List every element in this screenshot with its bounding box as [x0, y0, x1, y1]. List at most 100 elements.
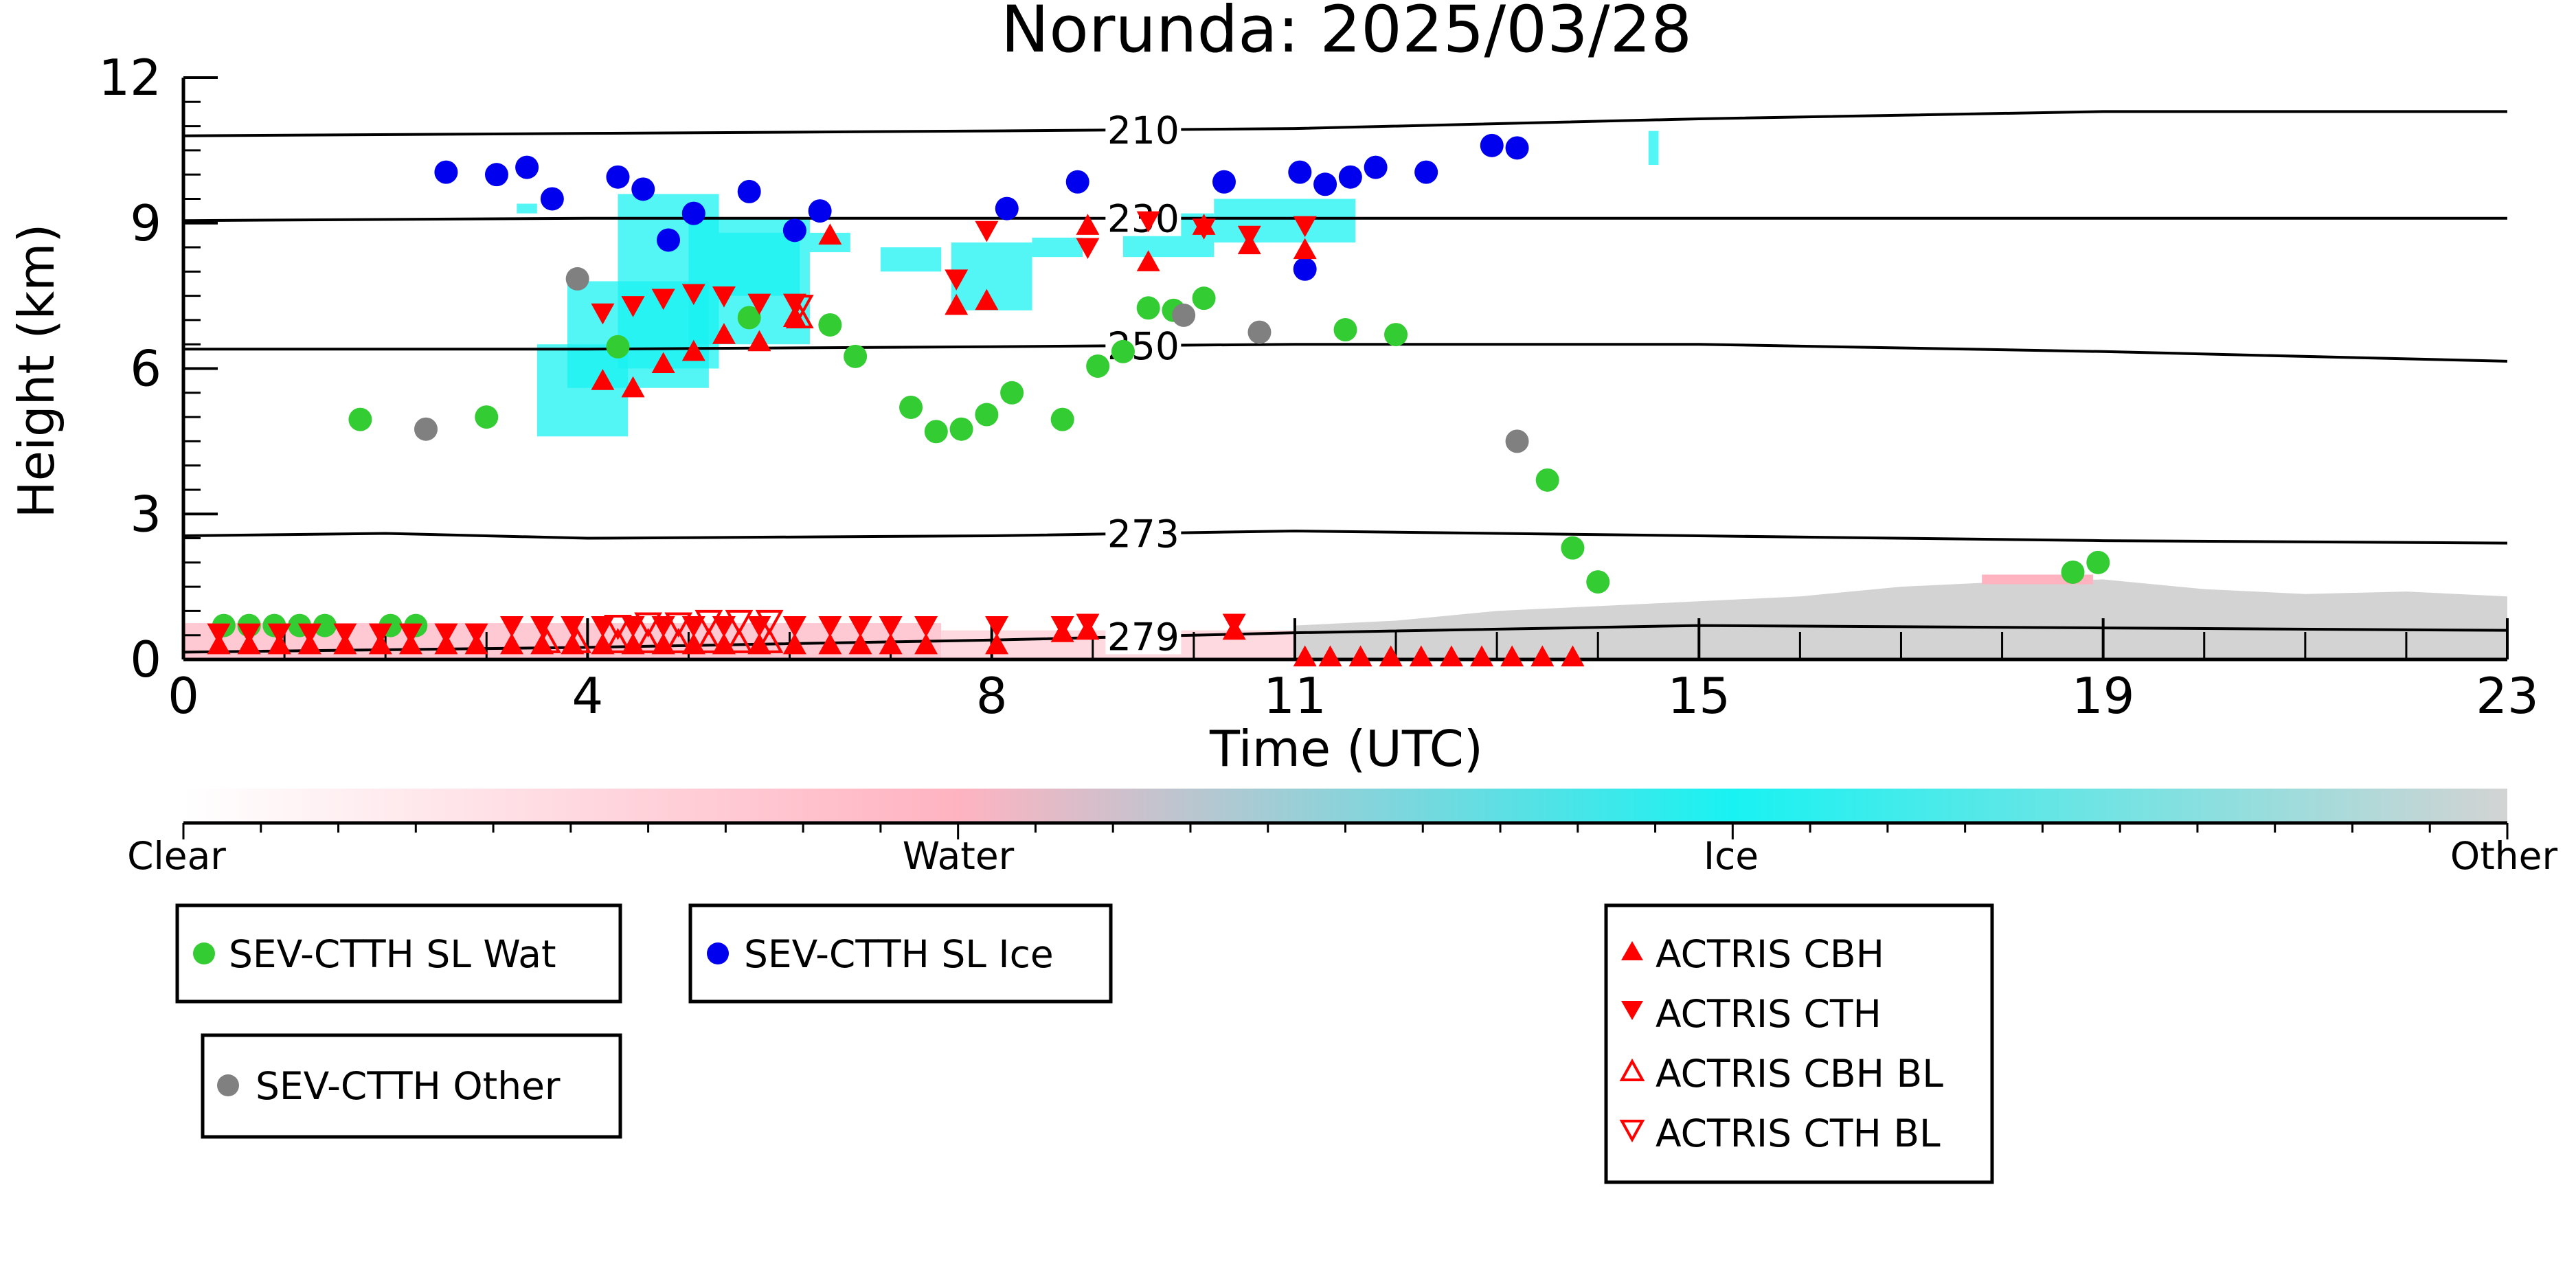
data-point	[664, 612, 693, 638]
colorbar-label-clear: Clear	[127, 834, 226, 878]
data-point	[475, 405, 499, 429]
data-point	[1561, 536, 1585, 560]
data-point	[1414, 160, 1438, 184]
x-tick-label: 19	[2072, 667, 2135, 725]
data-point	[634, 628, 662, 653]
data-point	[694, 609, 723, 635]
data-point	[747, 615, 771, 637]
data-point	[207, 623, 231, 645]
data-point	[1293, 238, 1317, 260]
legend-marker-cbh	[1621, 941, 1643, 960]
data-point	[914, 615, 938, 637]
y-tick-label: 9	[130, 194, 161, 252]
data-point	[712, 615, 736, 637]
y-tick-label: 0	[130, 631, 161, 688]
data-point	[333, 623, 357, 645]
legend-actris: ACTRIS CBH ACTRIS CTH ACTRIS CBH BL ACTR…	[1604, 903, 1994, 1184]
data-point	[237, 623, 261, 645]
data-point	[1338, 165, 1362, 189]
x-tick-label: 23	[2476, 667, 2539, 725]
ice-cloud-patch	[719, 232, 800, 296]
data-point	[634, 612, 662, 638]
data-point	[785, 295, 814, 320]
data-point	[945, 269, 969, 291]
data-point	[945, 293, 969, 315]
isotherm-label-bg	[1105, 109, 1182, 148]
legend-marker-cth	[1621, 1001, 1643, 1020]
data-point	[1505, 429, 1529, 453]
ice-cloud-patch	[1214, 199, 1356, 242]
data-point	[267, 623, 291, 645]
data-point	[747, 633, 771, 655]
data-point	[848, 633, 872, 655]
data-point	[1050, 407, 1074, 431]
data-point	[1293, 216, 1317, 238]
data-point	[651, 615, 675, 637]
legend-label-wat: SEV-CTTH SL Wat	[229, 932, 556, 976]
data-point	[1409, 645, 1433, 667]
data-point	[657, 228, 681, 252]
data-point	[1192, 286, 1216, 310]
data-point	[540, 187, 564, 211]
colorbar-label-water: Water	[903, 834, 1015, 878]
data-point	[651, 289, 675, 310]
data-point	[1293, 257, 1317, 281]
data-point	[1470, 645, 1494, 667]
legend-marker-cth-bl	[1619, 1120, 1645, 1143]
data-point	[1050, 615, 1074, 637]
legend-label-other: SEV-CTTH Other	[256, 1064, 561, 1108]
data-point	[500, 615, 524, 637]
ice-cloud-patch	[1648, 131, 1659, 166]
data-point	[414, 417, 438, 441]
data-point	[664, 628, 693, 653]
data-point	[1192, 218, 1216, 240]
data-point	[725, 609, 754, 635]
data-point	[434, 160, 458, 184]
isotherm-line	[183, 110, 2507, 137]
data-point	[755, 609, 784, 635]
data-point	[1535, 468, 1559, 492]
legend-label-cth-bl: ACTRIS CTH BL	[1656, 1111, 1941, 1155]
legend-label-cbh-bl: ACTRIS CBH BL	[1656, 1052, 1943, 1096]
y-tick-label: 6	[130, 340, 161, 398]
legend-box	[1604, 903, 1994, 1184]
data-point	[1348, 645, 1372, 667]
data-point	[1293, 645, 1317, 667]
colorbar: Clear Water Ice Other	[127, 789, 2557, 878]
legend-box	[175, 903, 622, 1004]
ice-cloud-patch	[880, 247, 942, 272]
legend-label-cth: ACTRIS CTH	[1656, 992, 1882, 1036]
data-point	[606, 165, 630, 189]
data-point	[631, 177, 655, 201]
data-point	[949, 417, 973, 441]
isotherm-lines: 210230250273279	[183, 109, 2508, 659]
data-point	[995, 196, 1019, 221]
data-point	[1136, 250, 1160, 271]
data-point	[737, 179, 761, 203]
x-axis-label: Time (UTC)	[1209, 720, 1483, 778]
data-point	[1505, 136, 1529, 160]
data-point	[1288, 160, 1312, 184]
data-point	[1237, 225, 1261, 247]
data-point	[1500, 645, 1524, 667]
data-point	[591, 369, 615, 390]
data-point	[818, 313, 842, 337]
y-tick-label: 12	[98, 49, 161, 106]
data-point	[681, 615, 705, 637]
data-point	[681, 284, 705, 306]
legend-box	[688, 903, 1113, 1004]
data-point	[914, 633, 938, 655]
y-axis-label: Height (km)	[8, 224, 65, 519]
data-point	[747, 330, 771, 352]
isotherm-line	[183, 343, 2508, 363]
data-point	[621, 376, 645, 398]
plot-axes: 0 3 6 9 12 0 4 8 11 15 19 23	[98, 49, 2538, 725]
legend-sev-wat: SEV-CTTH SL Wat	[175, 903, 622, 1004]
data-point	[591, 303, 615, 325]
legend-marker-cbh-bl	[1619, 1058, 1645, 1081]
data-point	[782, 218, 806, 242]
data-point	[604, 614, 632, 640]
ice-cloud-patch	[1032, 237, 1083, 258]
chart-title: Norunda: 2025/03/28	[1001, 0, 1692, 67]
data-point	[844, 344, 868, 368]
